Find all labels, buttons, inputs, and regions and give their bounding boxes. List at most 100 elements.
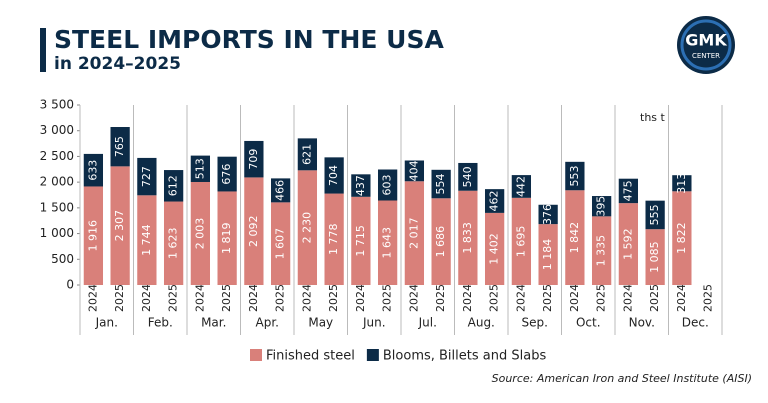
unit-label: ths t <box>640 111 666 124</box>
x-tick-label: 2025 <box>327 284 340 312</box>
bar-segment <box>217 156 237 192</box>
bar-segment <box>618 178 639 204</box>
value-label: 1 695 <box>514 226 527 258</box>
x-tick-label: 2025 <box>541 284 554 312</box>
bar-segment <box>618 203 639 285</box>
group-label: Apr. <box>256 316 279 330</box>
bar-segment <box>565 161 585 191</box>
x-tick-label: 2025 <box>113 284 126 312</box>
value-label: 1 822 <box>675 222 688 254</box>
x-tick-label: 2025 <box>595 284 608 312</box>
value-label: 1 686 <box>434 226 447 258</box>
group-label: Sep. <box>522 316 548 330</box>
value-label: 1 842 <box>568 222 581 254</box>
x-tick-label: 2025 <box>381 284 394 312</box>
bar-segment <box>484 189 505 213</box>
bar-segment <box>484 212 505 285</box>
bar-segment <box>270 178 291 203</box>
logo-subtext: CENTER <box>692 52 720 60</box>
bar-segment <box>163 201 184 285</box>
bar-segment <box>377 200 398 285</box>
logo-text: GMK <box>685 31 727 50</box>
bar-segment <box>163 170 184 202</box>
group-label: Aug. <box>468 316 495 330</box>
group-label: Nov. <box>629 316 655 330</box>
value-label: 1 623 <box>167 228 180 260</box>
bar-segment <box>431 198 451 285</box>
bar-segment <box>110 127 130 167</box>
x-tick-label: 2024 <box>621 284 634 312</box>
value-label: 1 592 <box>621 228 634 260</box>
bar-segment <box>190 181 211 285</box>
y-tick-label: 0 <box>66 278 74 292</box>
bar-segment <box>672 191 692 285</box>
bar-segment <box>83 153 104 187</box>
value-label: 553 <box>568 166 581 187</box>
logo-ring <box>680 19 732 71</box>
value-label: 555 <box>648 204 661 225</box>
bar-segment <box>404 160 425 182</box>
bar-segment <box>297 170 318 285</box>
x-tick-label: 2025 <box>648 284 661 312</box>
value-label: 603 <box>381 174 394 195</box>
x-tick-label: 2024 <box>461 284 474 312</box>
bar-segment <box>297 138 318 171</box>
bar-segment <box>645 229 665 285</box>
value-label: 442 <box>514 176 527 197</box>
chart-title: STEEL IMPORTS IN THE USA <box>54 25 444 54</box>
x-tick-label: 2024 <box>675 284 688 312</box>
bar-segment <box>511 197 532 285</box>
value-label: 313 <box>675 173 688 194</box>
source: Source: American Iron and Steel Institut… <box>492 372 752 385</box>
value-label: 1 819 <box>220 222 233 254</box>
value-label: 1 607 <box>274 228 287 259</box>
x-tick-label: 2025 <box>488 284 501 312</box>
bar-segment <box>351 174 371 197</box>
chart-subtitle: in 2024–2025 <box>54 54 181 74</box>
x-tick-label: 2024 <box>514 284 527 312</box>
bar-segment <box>190 155 211 182</box>
value-label: 437 <box>354 175 367 196</box>
bar-segment <box>431 169 451 199</box>
bar-segment <box>324 157 344 194</box>
value-label: 1 778 <box>327 224 340 256</box>
value-label: 540 <box>461 166 474 187</box>
value-label: 1 335 <box>595 235 608 267</box>
x-tick-label: 2024 <box>247 284 260 312</box>
x-tick-label: 2025 <box>434 284 447 312</box>
group-label: Oct. <box>576 316 601 330</box>
value-label: 2 017 <box>407 217 420 249</box>
x-tick-label: 2025 <box>274 284 287 312</box>
value-label: 1 402 <box>488 233 501 265</box>
logo: GMK CENTER <box>677 16 735 74</box>
value-label: 2 003 <box>193 218 206 250</box>
bar-segment <box>538 204 558 225</box>
bar-segment <box>565 190 585 285</box>
x-tick-label: 2024 <box>193 284 206 312</box>
value-label: 475 <box>621 180 634 201</box>
value-label: 709 <box>247 149 260 170</box>
value-label: 633 <box>86 160 99 181</box>
bar-segment <box>351 196 371 285</box>
bar-segment <box>324 193 344 285</box>
x-tick-label: 2025 <box>167 284 180 312</box>
bar-segment <box>458 190 478 285</box>
bar-segment <box>83 186 104 285</box>
value-label: 554 <box>434 174 447 195</box>
legend-label: Blooms, Billets and Slabs <box>383 349 547 364</box>
x-tick-label: 2025 <box>702 284 715 312</box>
value-label: 462 <box>488 191 501 212</box>
bar-segment <box>137 195 157 285</box>
y-tick-label: 1 000 <box>40 226 74 240</box>
value-label: 395 <box>595 196 608 217</box>
bar-segment <box>217 191 237 285</box>
value-label: 1 643 <box>381 227 394 259</box>
bar-segment <box>244 140 264 178</box>
bar-segment <box>672 175 692 192</box>
value-label: 1 744 <box>140 224 153 256</box>
x-tick-label: 2025 <box>220 284 233 312</box>
value-label: 727 <box>140 166 153 187</box>
group-label: Mar. <box>201 316 226 330</box>
x-tick-label: 2024 <box>140 284 153 312</box>
y-tick-label: 3 500 <box>40 98 74 112</box>
